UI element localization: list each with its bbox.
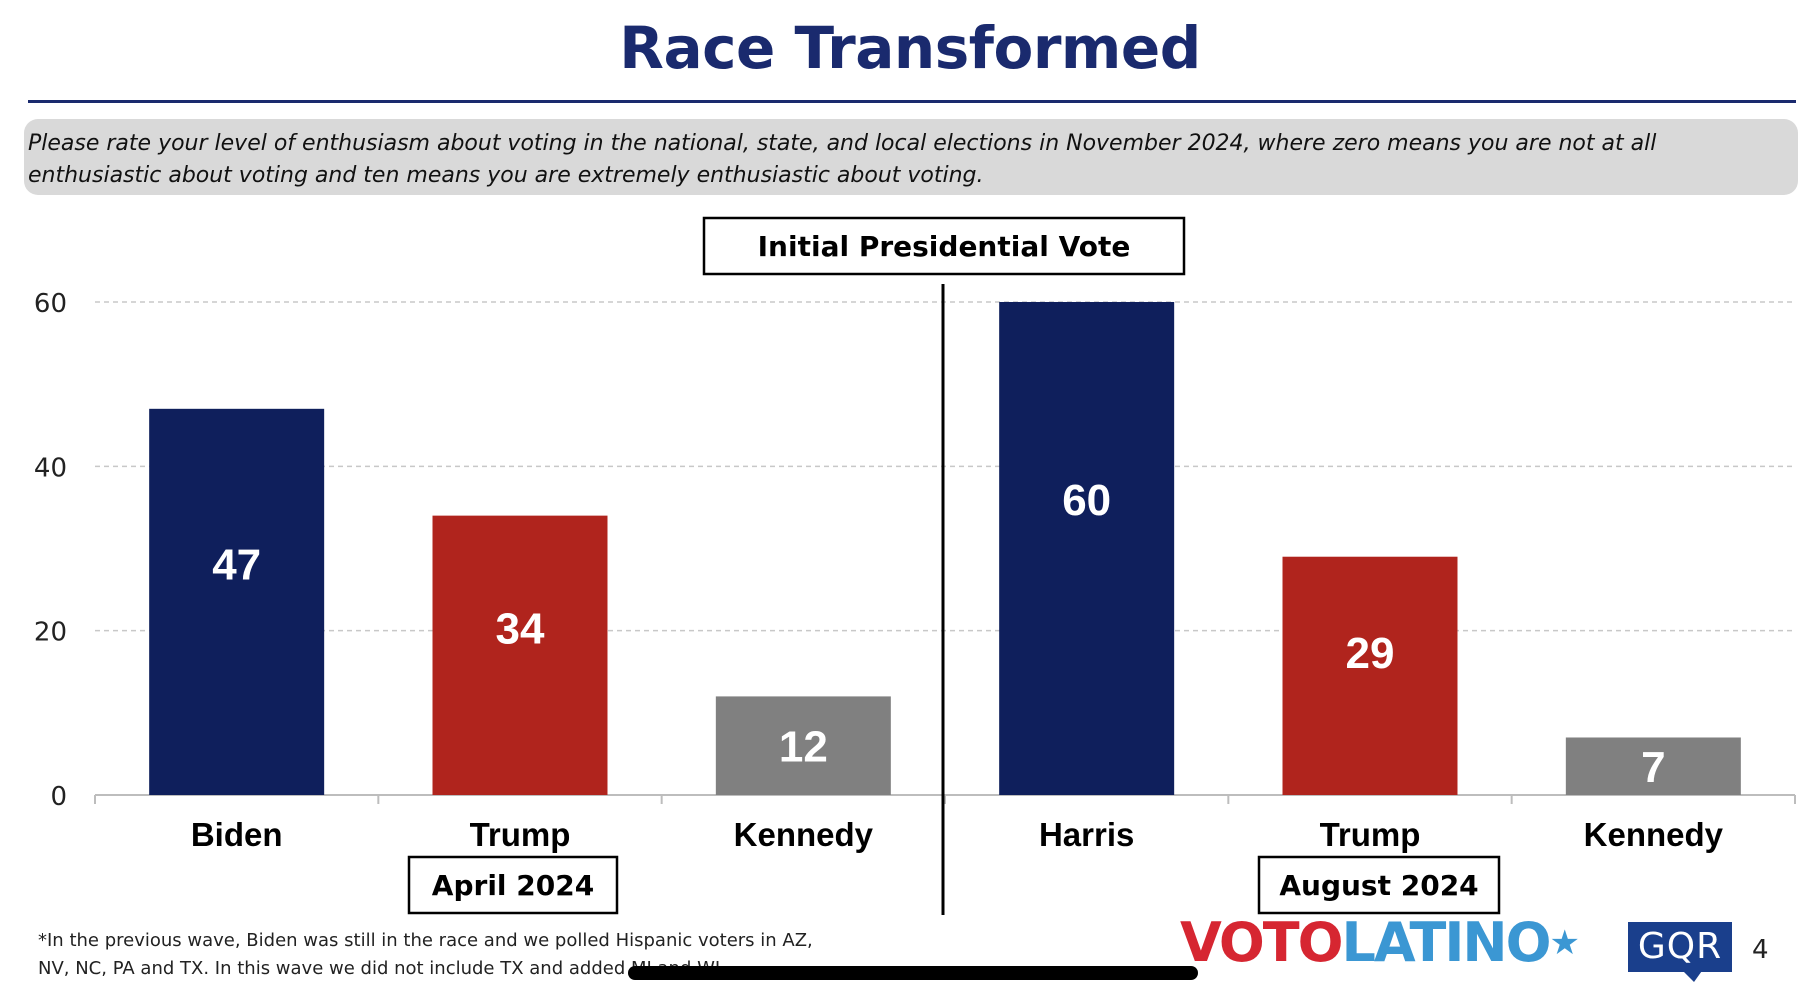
vote-chart: 0 20 40 60 Initial Presidential Vote 47 Biden 3… xyxy=(34,216,1796,915)
footnote-line-1: *In the previous wave, Biden was still i… xyxy=(38,930,813,951)
group-label-box xyxy=(407,855,619,915)
chart-title: Initial Presidential Vote xyxy=(758,230,1131,263)
footnote-line-2: NV, NC, PA and TX. In this wave we did n… xyxy=(38,958,726,979)
bar xyxy=(1282,556,1458,795)
x-category-label: Kennedy xyxy=(1584,816,1724,853)
survey-question: Please rate your level of enthusiasm abo… xyxy=(24,119,1798,195)
x-category-label: Harris xyxy=(1039,816,1134,853)
gqr-logo-tail xyxy=(1680,968,1704,982)
data-label: 7 xyxy=(1641,743,1665,792)
group-label-box xyxy=(1257,855,1501,915)
title-divider xyxy=(28,100,1796,103)
logo-voto-text: VOTO xyxy=(1180,911,1343,974)
y-tick-label: 20 xyxy=(34,618,67,648)
data-label: 29 xyxy=(1346,629,1395,678)
page-number: 4 xyxy=(1752,935,1769,965)
y-tick-label: 60 xyxy=(34,289,67,319)
logo-latino-text: LATINO xyxy=(1341,911,1552,974)
bar xyxy=(149,408,325,795)
x-category-label: Trump xyxy=(470,816,571,853)
y-tick-label: 40 xyxy=(34,453,67,483)
gqr-logo: GQR xyxy=(1628,922,1732,972)
y-tick-label: 0 xyxy=(50,782,67,812)
group-label: August 2024 xyxy=(1279,869,1478,902)
group-label: April 2024 xyxy=(432,869,594,902)
data-label: 47 xyxy=(212,540,261,589)
bar xyxy=(1565,737,1741,795)
x-category-label: Trump xyxy=(1320,816,1421,853)
bar xyxy=(999,302,1175,795)
bar xyxy=(432,515,608,795)
data-label: 34 xyxy=(496,604,545,653)
x-category-label: Biden xyxy=(191,816,283,853)
star-icon: ★ xyxy=(1549,923,1581,963)
footnote: *In the previous wave, Biden was still i… xyxy=(38,927,858,983)
bar xyxy=(715,696,891,795)
votolatino-logo: VOTOLATINO★ xyxy=(1180,911,1581,974)
chart-title-box xyxy=(702,216,1186,276)
x-category-label: Kennedy xyxy=(734,816,874,853)
data-label: 12 xyxy=(779,723,828,772)
data-label: 60 xyxy=(1062,476,1111,525)
home-indicator[interactable] xyxy=(628,966,1198,980)
page-title: Race Transformed xyxy=(619,14,1201,82)
